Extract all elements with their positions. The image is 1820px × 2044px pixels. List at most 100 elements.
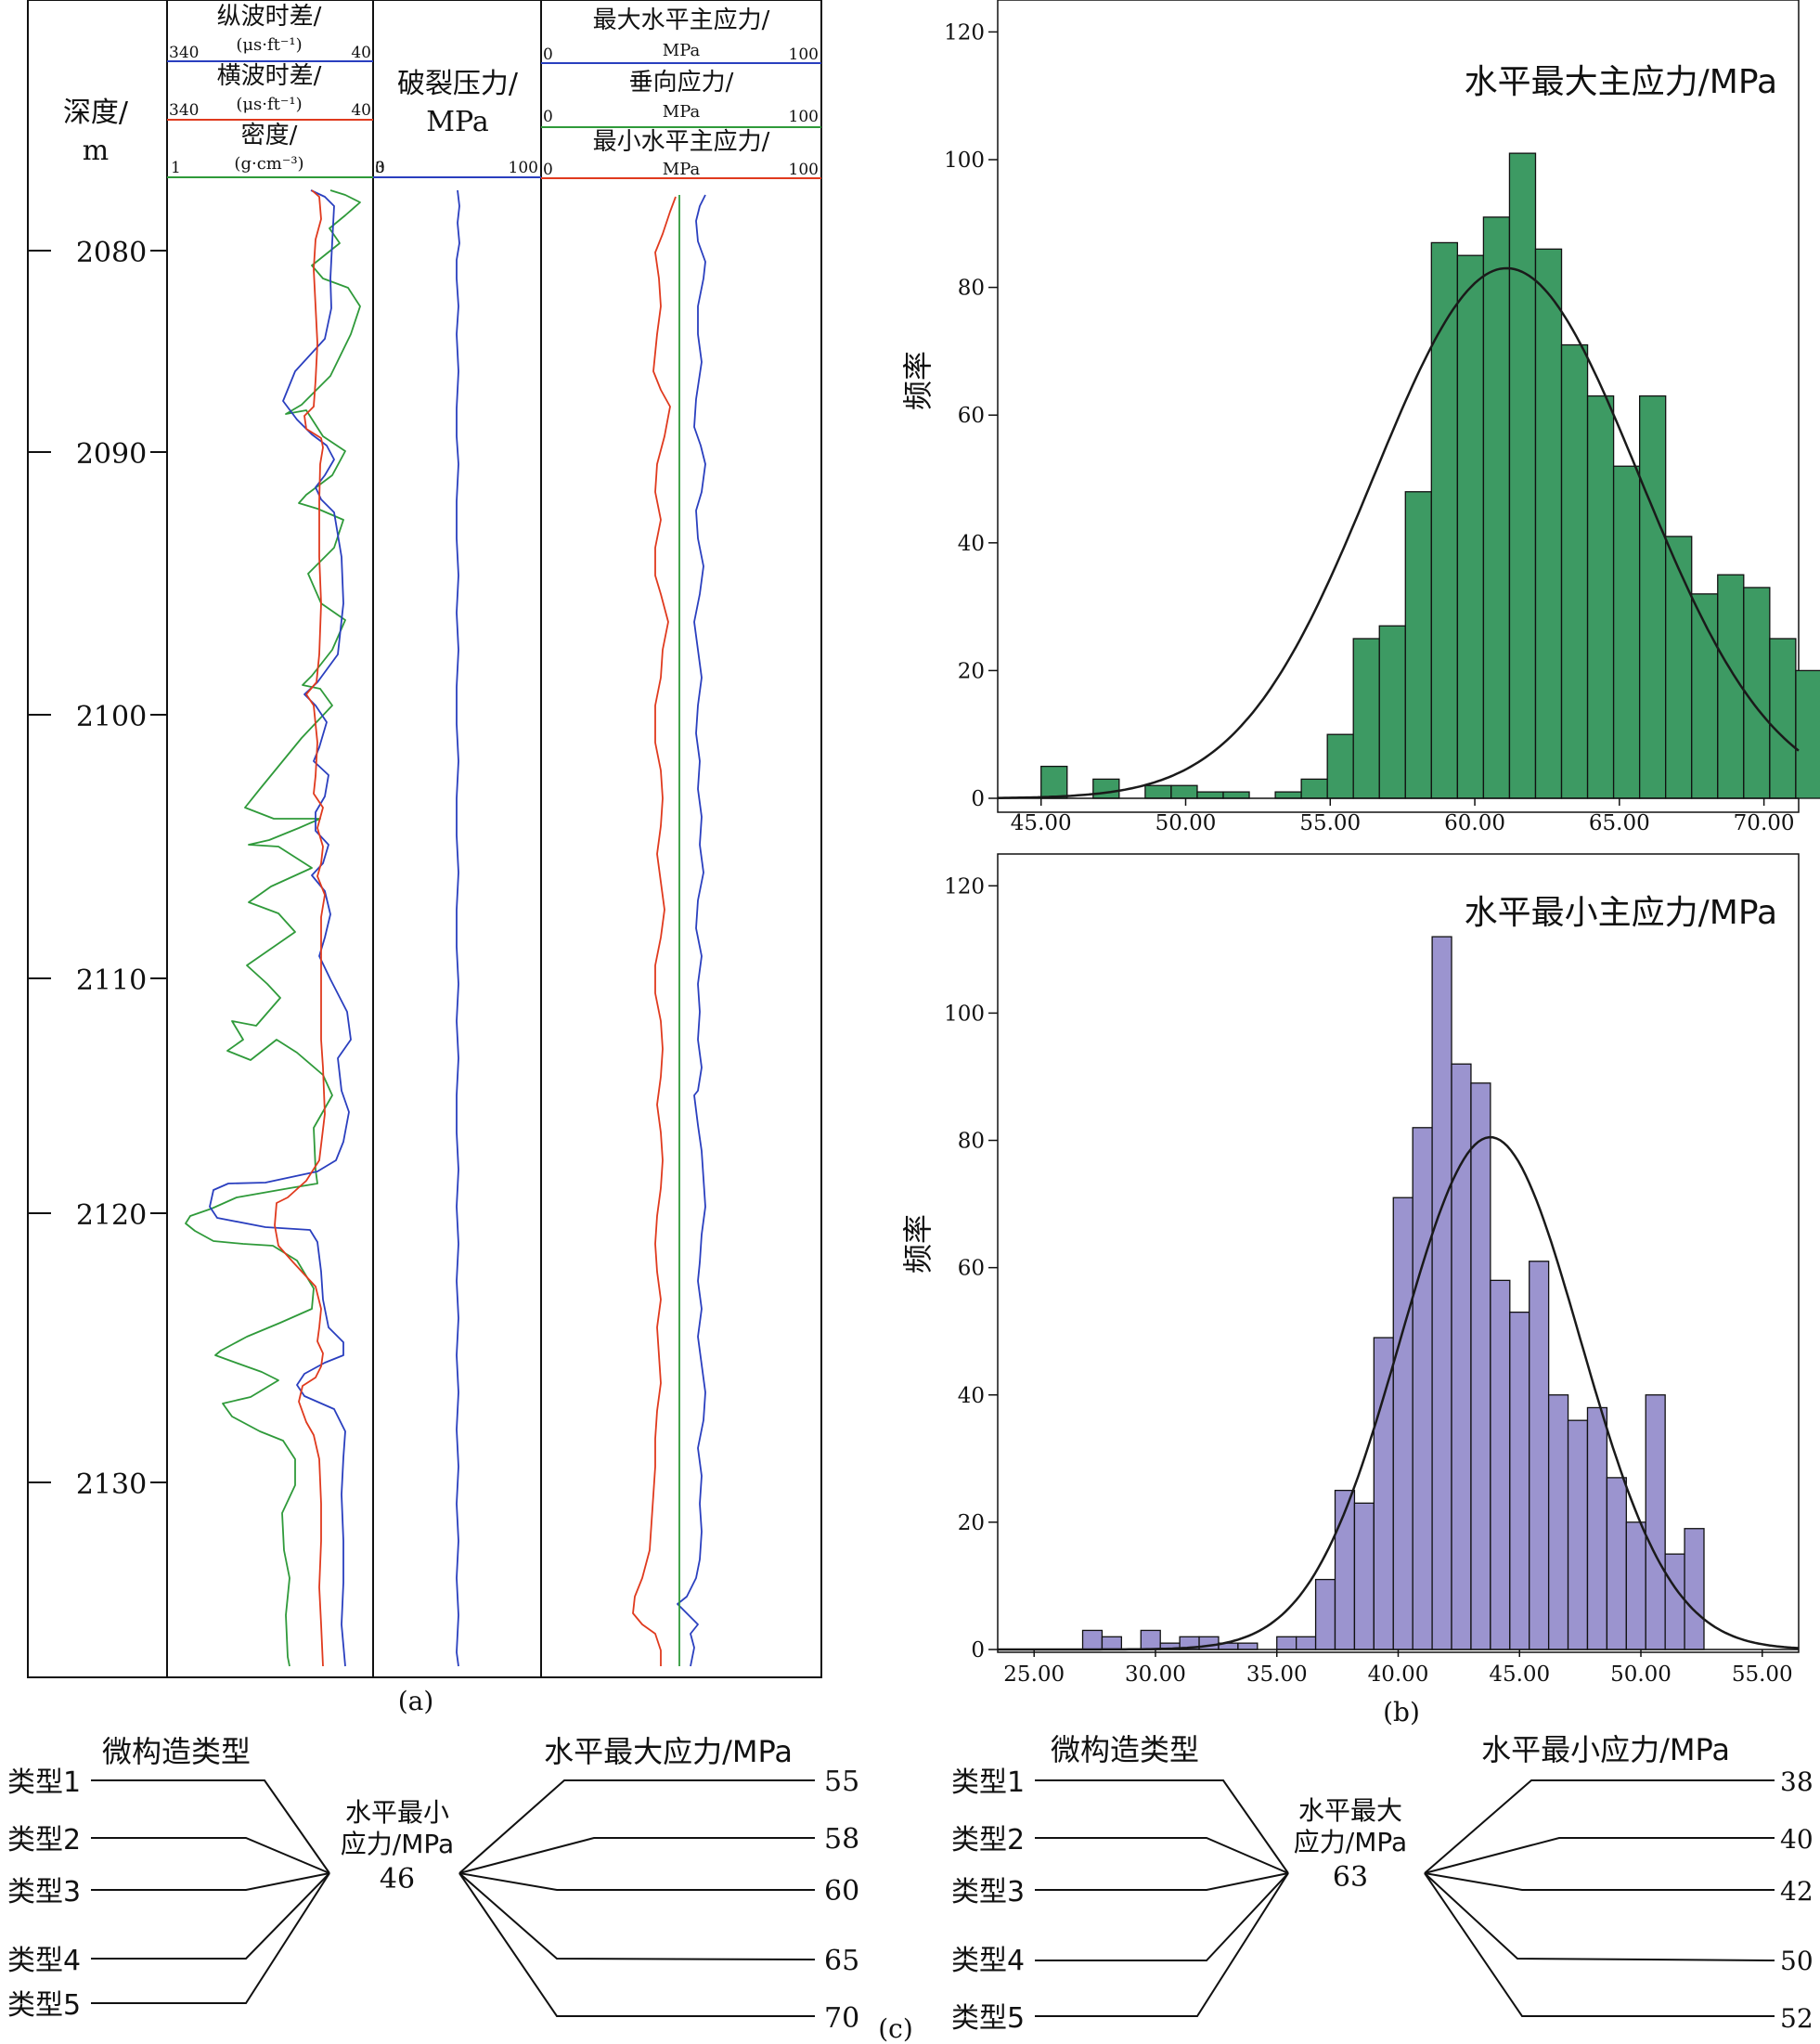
y-tick-label: 0 — [971, 787, 985, 811]
shear-min: 340 — [169, 101, 199, 120]
compressional-min: 340 — [169, 44, 199, 62]
shmax-min: 0 — [543, 45, 553, 64]
value-label: 60 — [824, 1875, 859, 1908]
histogram-bar — [1300, 778, 1328, 799]
microstructure-diagram-right: 微构造类型 水平最小应力/MPa 类型1 类型2 类型3 类型4 类型5 水平最… — [951, 1732, 1814, 2035]
depth-unit: m — [83, 135, 109, 167]
y-tick-label: 60 — [958, 1257, 985, 1281]
connector-line — [91, 1779, 330, 1874]
value-label: 70 — [824, 2002, 859, 2035]
left-title: 微构造类型 — [102, 1734, 251, 1769]
histogram-bar — [1508, 152, 1537, 799]
shmax-unit: MPa — [663, 41, 701, 60]
fracture-pressure-min: 0 — [375, 159, 385, 177]
y-axis-label: 频率 — [900, 1214, 936, 1274]
histogram-bar — [1717, 574, 1745, 799]
value-label: 52 — [1780, 2003, 1814, 2034]
depth-tick-label: 2090 — [76, 438, 147, 471]
type-label: 类型4 — [7, 1945, 81, 1977]
right-title: 水平最小应力/MPa — [1481, 1732, 1730, 1767]
normal-fit-curve — [998, 266, 1800, 799]
shear-max: 40 — [351, 101, 371, 120]
histogram-bar — [1743, 587, 1771, 799]
histogram-bar — [1606, 1477, 1627, 1650]
center-label-2: 应力/MPa — [1294, 1827, 1407, 1857]
connector-lines — [91, 1779, 816, 2017]
histogram-bar — [1490, 1279, 1511, 1650]
histogram-bar — [1378, 625, 1406, 799]
histogram-bar — [1352, 638, 1380, 799]
shear-unit: (μs·ft⁻¹) — [236, 95, 302, 114]
connector-lines — [1035, 1779, 1775, 2017]
well-log-panel: 深度/ m 纵波时差/ (μs·ft⁻¹) 340 40 横波时差/ (μs·f… — [27, 0, 822, 1716]
shmax-label: 最大水平主应力/ — [593, 6, 770, 34]
histogram-bar — [1509, 1311, 1530, 1650]
shmin-min: 0 — [543, 161, 553, 179]
panel-label-c: (c) — [878, 2013, 913, 2044]
histogram-bar — [1276, 1636, 1297, 1650]
shear-label: 横波时差/ — [217, 62, 322, 90]
y-tick-label: 120 — [944, 20, 985, 45]
histogram-bar — [1081, 1629, 1104, 1650]
y-tick-label: 40 — [958, 532, 985, 556]
depth-tick-label: 2120 — [76, 1199, 147, 1232]
x-tick-label: 30.00 — [1125, 1662, 1186, 1687]
histogram-bar — [1101, 1636, 1123, 1650]
fracture-pressure-max: 100 — [509, 159, 538, 177]
microstructure-diagram-left: 微构造类型 水平最大应力/MPa 类型1 类型2 类型3 类型4 类型5 水平最… — [7, 1734, 859, 2035]
center-value: 63 — [1333, 1861, 1368, 1894]
type-label: 类型3 — [951, 1876, 1025, 1908]
y-tick-label: 100 — [944, 1002, 985, 1026]
histogram-bar — [1586, 395, 1615, 799]
connector-line — [1035, 1872, 1289, 1891]
x-tick-label: 70.00 — [1734, 811, 1795, 835]
left-title: 微构造类型 — [1051, 1732, 1199, 1767]
histogram-bar — [1664, 1553, 1685, 1650]
type-label: 类型1 — [951, 1766, 1025, 1799]
x-tick-label: 50.00 — [1155, 811, 1217, 835]
histogram-bar — [1638, 395, 1667, 799]
histogram-bar — [1222, 791, 1250, 799]
compressional-unit: (μs·ft⁻¹) — [236, 35, 302, 55]
compressional-label: 纵波时差/ — [217, 3, 322, 31]
x-tick-label: 45.00 — [1011, 811, 1072, 835]
connector-line — [458, 1837, 815, 1874]
y-ticks: 0 20 40 60 80 100 120 — [944, 20, 998, 811]
histogram-bar — [1353, 1502, 1375, 1650]
x-ticks: 45.00 50.00 55.00 60.00 65.00 70.00 — [1011, 798, 1795, 835]
connector-line — [1424, 1872, 1775, 2017]
density-max: 3 — [375, 159, 385, 177]
type-label: 类型3 — [7, 1876, 81, 1908]
histogram-bar — [1404, 491, 1432, 799]
shmin-curve — [632, 196, 677, 1666]
connector-line — [458, 1779, 815, 1874]
histogram-bar — [1392, 1197, 1413, 1650]
y-tick-label: 80 — [958, 1130, 985, 1154]
y-tick-label: 80 — [958, 277, 985, 301]
x-tick-label: 35.00 — [1246, 1662, 1308, 1687]
histogram-bar — [1196, 791, 1224, 799]
histogram-bar — [1237, 1642, 1259, 1650]
histogram-bar — [1482, 216, 1511, 799]
histogram-bar — [1665, 536, 1693, 799]
histogram-bar — [1612, 465, 1641, 799]
x-tick-label: 50.00 — [1610, 1662, 1672, 1687]
connector-line — [1424, 1872, 1775, 1891]
histogram-bar — [1373, 1337, 1394, 1650]
depth-axis: 2080 2090 2100 2110 2120 2130 — [28, 237, 167, 1501]
depth-title: 深度/ — [63, 97, 129, 129]
connector-line — [1035, 1872, 1289, 2017]
fracture-pressure-label: 破裂压力/ — [397, 68, 519, 100]
value-label: 65 — [824, 1945, 859, 1977]
type-label: 类型4 — [951, 1945, 1025, 1977]
y-tick-label: 40 — [958, 1384, 985, 1408]
histogram-bar — [1431, 936, 1452, 1650]
connector-line — [91, 1872, 330, 1891]
density-min: 1 — [171, 159, 181, 177]
x-tick-label: 55.00 — [1732, 1662, 1793, 1687]
histogram-bar — [1170, 784, 1198, 799]
panel-label-a: (a) — [398, 1686, 434, 1716]
x-ticks: 25.00 30.00 35.00 40.00 45.00 50.00 55.00 — [1003, 1649, 1793, 1687]
histogram-bar — [1412, 1127, 1433, 1650]
center-label-1: 水平最大 — [1298, 1795, 1402, 1826]
